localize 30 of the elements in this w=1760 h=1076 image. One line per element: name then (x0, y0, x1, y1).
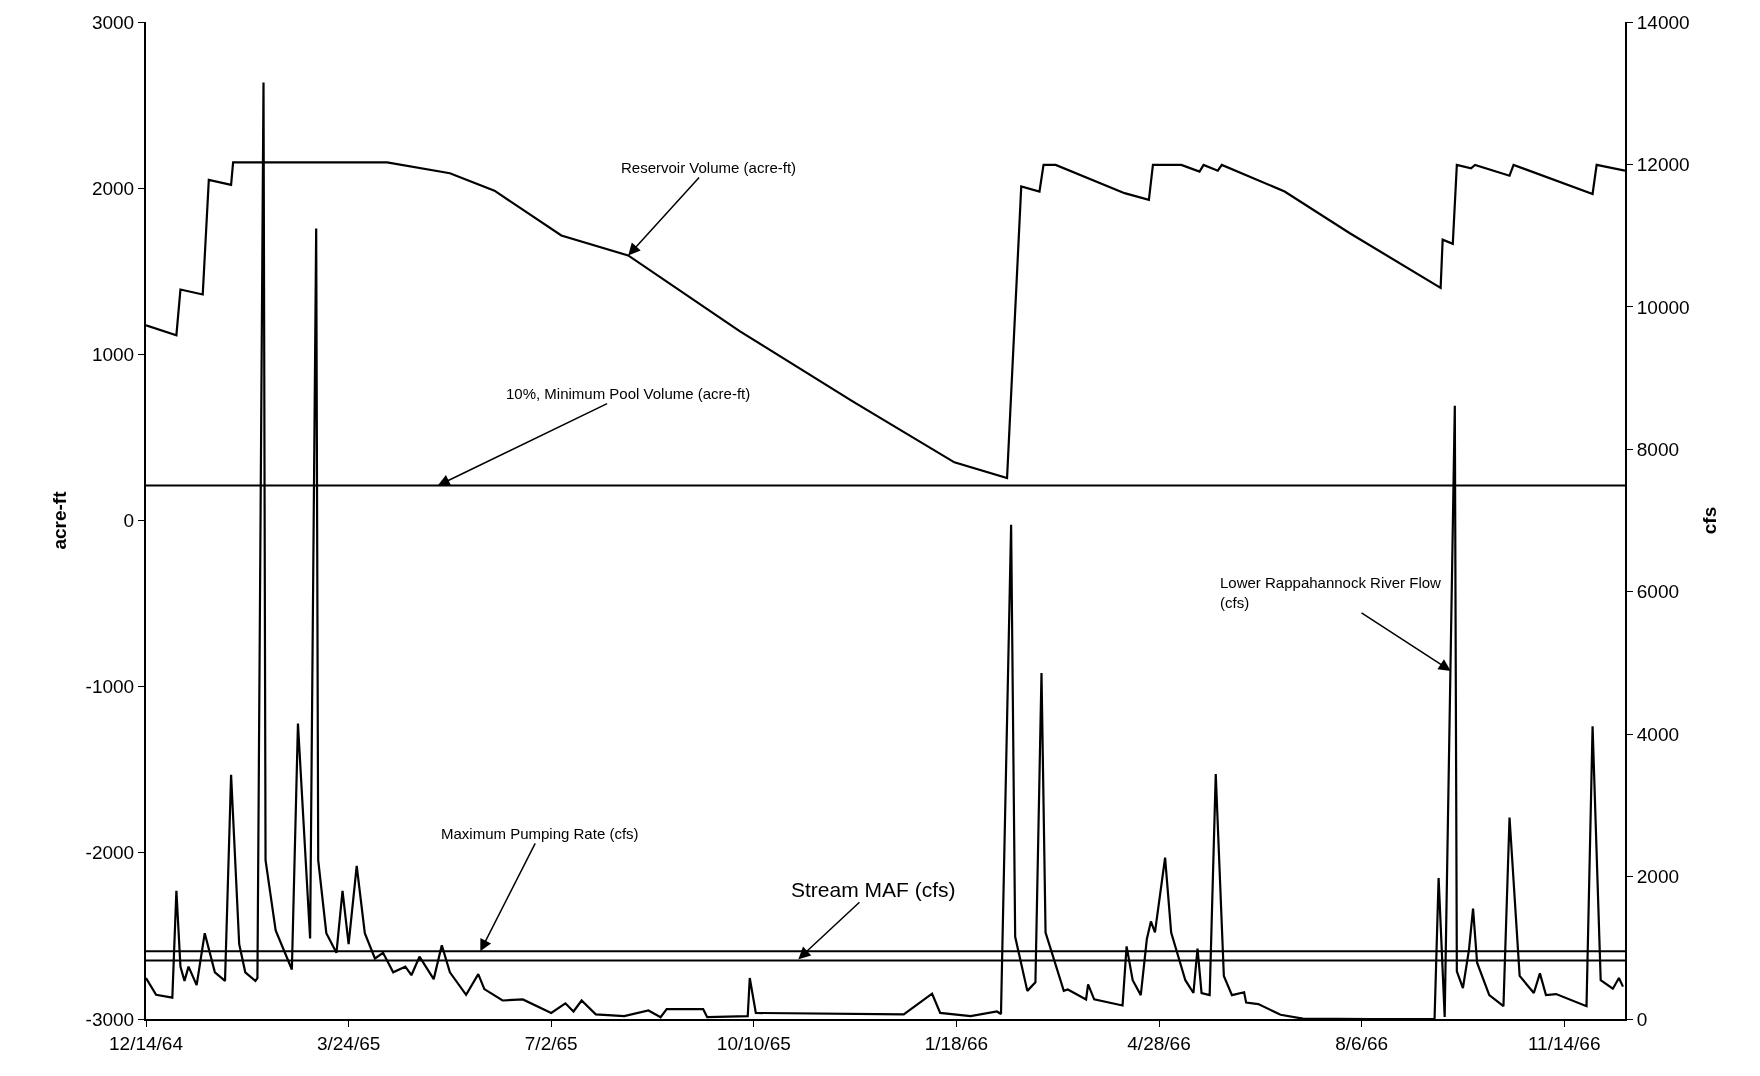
annotation: 10%, Minimum Pool Volume (acre-ft) (506, 385, 751, 402)
y-tick-label: -3000 (85, 1008, 135, 1030)
y2-tick-label: 8000 (1636, 438, 1680, 460)
annotation: Stream MAF (cfs) (791, 878, 956, 901)
y-axis-title: acre-ft (48, 490, 70, 550)
y-tick-label: 2000 (91, 177, 135, 199)
x-tick-label: 12/14/64 (109, 1032, 184, 1054)
annotation: Maximum Pumping Rate (cfs) (441, 825, 639, 842)
y2-tick-label: 2000 (1636, 866, 1680, 888)
annotation: Reservoir Volume (acre-ft) (621, 159, 797, 176)
y2-tick-label: 4000 (1636, 723, 1680, 745)
y2-tick-label: 0 (1636, 1008, 1648, 1030)
x-tick-label: 10/10/65 (716, 1032, 791, 1054)
x-tick-label: 8/6/66 (1335, 1032, 1389, 1054)
y-tick-label: -2000 (85, 842, 135, 864)
x-tick-label: 3/24/65 (316, 1032, 381, 1054)
y-tick-label: 0 (123, 510, 135, 532)
x-tick-label: 11/14/66 (1527, 1032, 1601, 1054)
y2-tick-label: 12000 (1636, 154, 1690, 176)
x-tick-label: 4/28/66 (1127, 1032, 1191, 1054)
y-tick-label: 3000 (91, 11, 135, 33)
y-tick-label: 1000 (91, 343, 135, 365)
y2-tick-label: 14000 (1636, 11, 1690, 33)
x-tick-label: 1/18/66 (924, 1032, 989, 1054)
y2-axis-title: cfs (1698, 506, 1720, 535)
y-tick-label: -1000 (85, 676, 135, 698)
y2-tick-label: 10000 (1636, 296, 1690, 318)
x-tick-label: 7/2/65 (524, 1032, 578, 1054)
annotation: Lower Rappahannock River Flow (cfs) (1220, 574, 1442, 611)
y2-tick-label: 6000 (1636, 581, 1680, 603)
